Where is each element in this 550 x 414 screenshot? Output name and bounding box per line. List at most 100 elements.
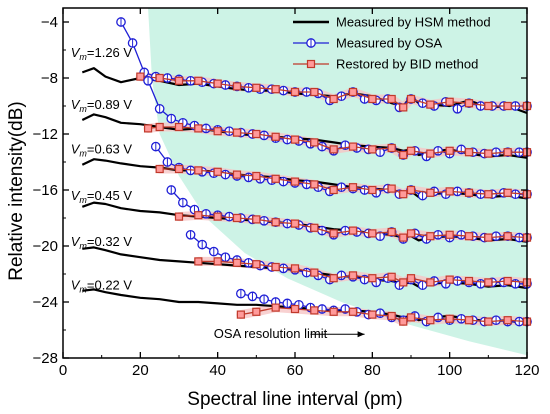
bid-point	[445, 230, 454, 239]
bid-point	[503, 188, 512, 197]
y-tick-label: −8	[41, 70, 58, 87]
bid-point	[348, 87, 358, 97]
bid-point	[329, 274, 338, 283]
bid-point	[252, 129, 261, 139]
bid-line	[140, 75, 527, 109]
bid-point	[484, 317, 493, 326]
x-tick-label: 0	[59, 362, 67, 379]
bid-point	[174, 164, 184, 174]
series-layer	[81, 17, 532, 327]
bid-point	[464, 232, 474, 241]
bid-point	[399, 150, 408, 160]
bid-point	[213, 79, 222, 88]
bid-point	[232, 213, 242, 223]
bid-point	[290, 135, 300, 144]
bid-point	[503, 276, 512, 286]
bid-point	[464, 188, 474, 197]
bid-point	[329, 229, 338, 238]
vm-subscript: m	[79, 104, 87, 114]
legend-label: Measured by HSM method	[336, 15, 491, 30]
bid-point	[399, 103, 408, 112]
bid-point	[194, 166, 203, 175]
vm-subscript: m	[79, 241, 87, 251]
bid-point	[484, 190, 493, 199]
bid-point	[252, 171, 261, 181]
bid-point	[155, 164, 164, 174]
bid-point	[503, 316, 512, 325]
bid-point	[387, 227, 396, 237]
vm-label: Vm=0.45 V	[71, 188, 133, 205]
bid-point	[399, 190, 408, 199]
group-labels: Vm=1.26 VVm=0.89 VVm=0.63 VVm=0.45 VVm=0…	[71, 45, 133, 294]
vm-value: =0.45 V	[87, 188, 133, 203]
bid-point	[232, 258, 242, 267]
bid-point	[399, 317, 408, 326]
bid-point	[484, 278, 493, 287]
bid-point	[464, 276, 474, 286]
series-group-3	[81, 185, 532, 244]
vm-subscript: m	[79, 149, 87, 159]
bid-point	[271, 174, 280, 183]
bid-point	[348, 226, 358, 235]
bid-point	[271, 132, 280, 141]
series-group-0	[81, 17, 532, 115]
series-group-2	[81, 141, 532, 201]
vm-value: =0.32 V	[87, 234, 133, 249]
bid-point	[426, 149, 435, 158]
bid-point	[155, 73, 164, 83]
annotation: OSA resolution limit	[214, 326, 365, 341]
bid-point	[290, 177, 300, 186]
bid-point	[426, 100, 435, 109]
vm-value: =1.26 V	[87, 45, 133, 60]
bid-point	[252, 260, 261, 269]
bid-point	[329, 94, 338, 104]
bid-point	[464, 148, 474, 157]
bid-point	[464, 316, 474, 325]
bid-point	[387, 272, 396, 281]
vm-symbol: V	[71, 188, 81, 203]
vm-symbol: V	[71, 234, 81, 249]
bid-point	[310, 223, 319, 232]
bid-point	[174, 122, 184, 132]
bid-point	[252, 83, 261, 92]
bid-point	[503, 232, 512, 241]
bid-point	[406, 274, 416, 283]
vm-symbol: V	[71, 277, 81, 292]
bid-point	[484, 149, 493, 158]
bid-point	[252, 307, 261, 316]
bid-point	[368, 145, 377, 154]
resolution-shade	[148, 8, 528, 358]
bid-point	[406, 94, 416, 104]
bid-point	[143, 124, 153, 133]
bid-point	[213, 212, 222, 221]
bid-point	[213, 167, 222, 176]
bid-point	[368, 274, 377, 283]
bid-point	[406, 146, 416, 155]
vm-label: Vm=0.89 V	[71, 97, 133, 114]
bid-point	[329, 145, 338, 154]
vm-symbol: V	[71, 45, 81, 60]
bid-point	[271, 85, 280, 94]
bid-point	[236, 310, 245, 319]
bid-point	[310, 306, 319, 315]
x-tick-label: 20	[132, 362, 149, 379]
bid-point	[232, 128, 242, 137]
bid-point	[348, 307, 358, 316]
bid-point	[348, 142, 358, 151]
vm-value: =0.89 V	[87, 97, 133, 112]
legend-item: Measured by HSM method	[293, 15, 491, 30]
vm-label: Vm=0.32 V	[71, 234, 133, 251]
x-axis-title: Spectral line interval (pm)	[187, 389, 402, 410]
bid-point	[136, 72, 145, 81]
bid-point	[329, 307, 338, 316]
bid-point	[399, 278, 408, 287]
vm-symbol: V	[71, 97, 81, 112]
bid-point	[194, 257, 203, 266]
bid-point	[252, 215, 261, 224]
y-tick-label: −28	[33, 350, 58, 367]
legend-item: Restored by BID method	[293, 57, 478, 72]
bid-point	[406, 313, 416, 322]
bid-point	[445, 275, 454, 284]
bid-point	[329, 185, 338, 195]
legend-label: Measured by OSA	[336, 36, 443, 51]
